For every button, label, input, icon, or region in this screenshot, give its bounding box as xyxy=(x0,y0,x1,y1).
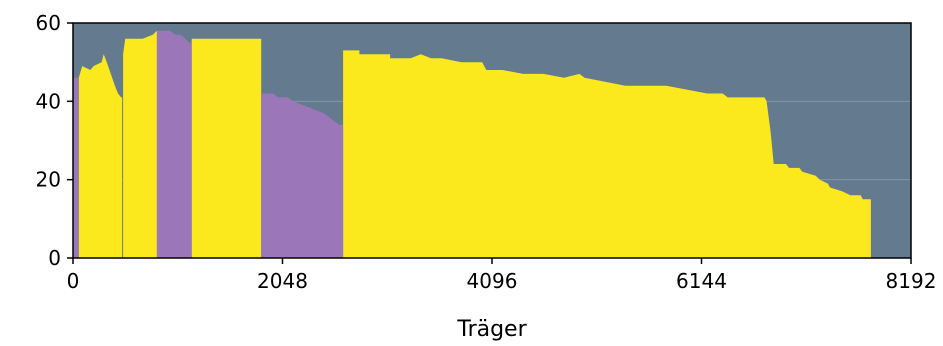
area-segment xyxy=(78,30,871,258)
area-segment xyxy=(73,77,79,258)
y-axis-ticks: 0 20 40 60 xyxy=(36,11,73,270)
y-tick-label: 0 xyxy=(48,246,61,270)
x-tick-label: 0 xyxy=(67,269,80,293)
x-axis-ticks: 0 2048 4096 6144 8192 xyxy=(67,258,937,293)
area-segment xyxy=(261,93,344,258)
x-tick-label: 2048 xyxy=(257,269,308,293)
data-areas xyxy=(73,30,871,258)
y-tick-label: 40 xyxy=(36,89,61,113)
y-tick-label: 20 xyxy=(36,168,61,192)
area-segment xyxy=(156,30,192,258)
x-tick-label: 4096 xyxy=(467,269,518,293)
x-tick-label: 6144 xyxy=(676,269,727,293)
x-tick-label: 8192 xyxy=(886,269,937,293)
y-tick-label: 60 xyxy=(36,11,61,35)
x-axis-label: Träger xyxy=(456,317,527,342)
